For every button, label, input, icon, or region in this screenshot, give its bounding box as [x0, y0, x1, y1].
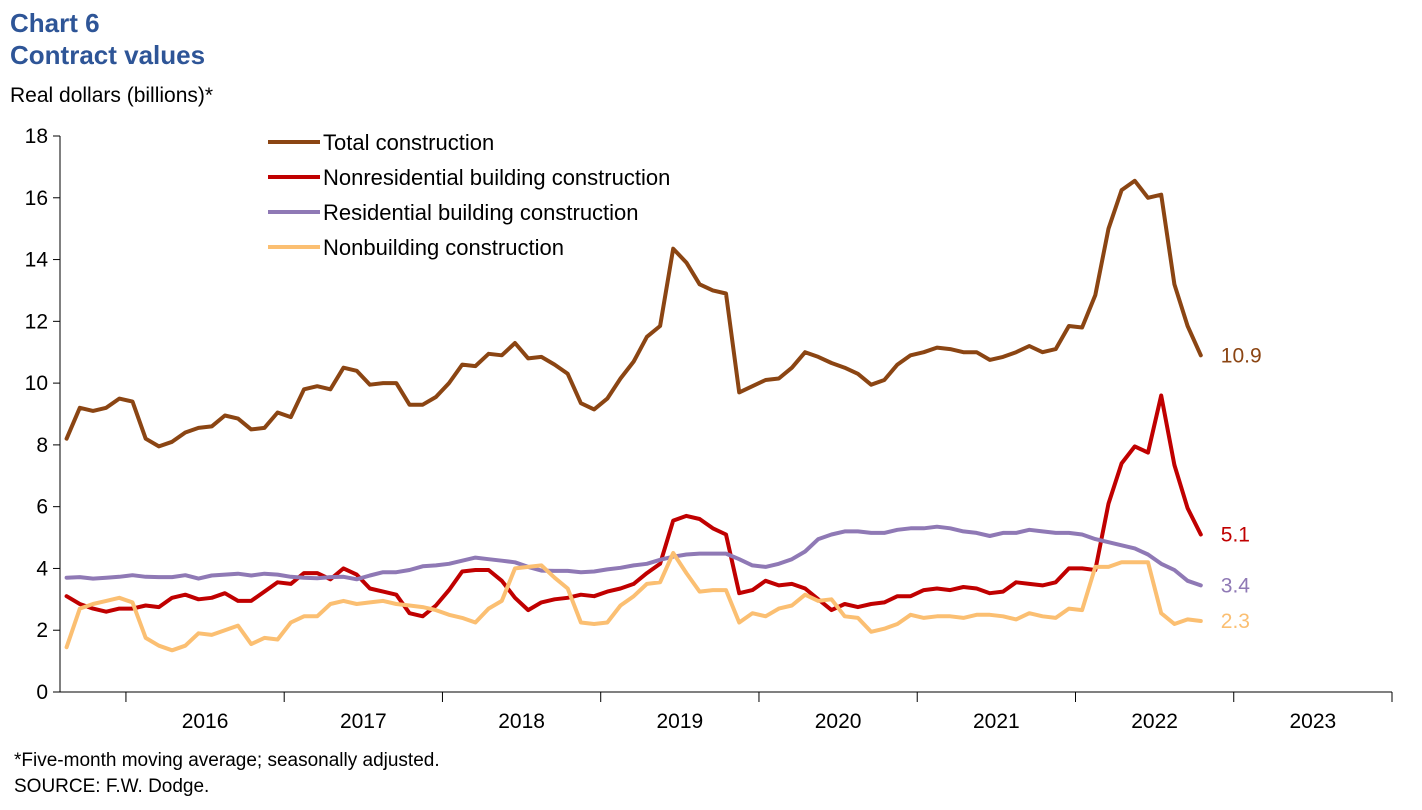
y-tick-label: 10 — [25, 372, 48, 395]
y-tick-label: 6 — [36, 496, 48, 519]
y-tick-label: 8 — [36, 434, 48, 457]
legend-label: Residential building construction — [323, 200, 639, 225]
x-tick-label: 2016 — [182, 710, 229, 733]
series-lines — [64, 178, 1203, 653]
y-axis-label: Real dollars (billions)* — [10, 84, 214, 107]
legend-label: Nonresidential building construction — [323, 165, 670, 190]
x-tick-label: 2023 — [1290, 710, 1337, 733]
x-tick-label: 2017 — [340, 710, 387, 733]
end-label-2: 5.1 — [1221, 523, 1250, 546]
y-tick-label: 18 — [25, 125, 48, 148]
x-tick-label: 2022 — [1131, 710, 1178, 733]
end-labels: 10.9 5.1 3.4 2.3 — [1221, 344, 1262, 633]
series-line-3 — [64, 524, 1203, 588]
series-line-2 — [64, 393, 1203, 619]
y-tick-label: 14 — [25, 249, 49, 272]
x-tick-label: 2021 — [973, 710, 1020, 733]
x-tick-label: 2018 — [498, 710, 545, 733]
y-tick-label: 0 — [36, 681, 48, 704]
y-tick-label: 16 — [25, 187, 48, 210]
series-line-1 — [64, 178, 1203, 449]
end-label-4: 2.3 — [1221, 610, 1250, 633]
y-tick-label: 12 — [25, 310, 48, 333]
footnote: *Five-month moving average; seasonally a… — [14, 750, 440, 771]
end-label-3: 3.4 — [1221, 574, 1251, 597]
axes: 0 2 4 6 8 10 12 14 16 18 2016 2017 2018 2019 2020 2021 2… — [25, 125, 1393, 733]
series-line-4 — [64, 551, 1203, 653]
chart-title: Contract values — [10, 40, 206, 70]
chart-number: Chart 6 — [10, 8, 100, 38]
legend-label: Nonbuilding construction — [323, 235, 564, 260]
x-tick-label: 2019 — [656, 710, 703, 733]
x-tick-label: 2020 — [815, 710, 862, 733]
source-note: SOURCE: F.W. Dodge. — [14, 776, 210, 797]
legend-label: Total construction — [323, 130, 494, 155]
y-tick-label: 2 — [36, 619, 48, 642]
end-label-1: 10.9 — [1221, 344, 1262, 367]
y-tick-label: 4 — [36, 557, 48, 580]
legend: Total construction Nonresidential buildin… — [268, 130, 670, 260]
